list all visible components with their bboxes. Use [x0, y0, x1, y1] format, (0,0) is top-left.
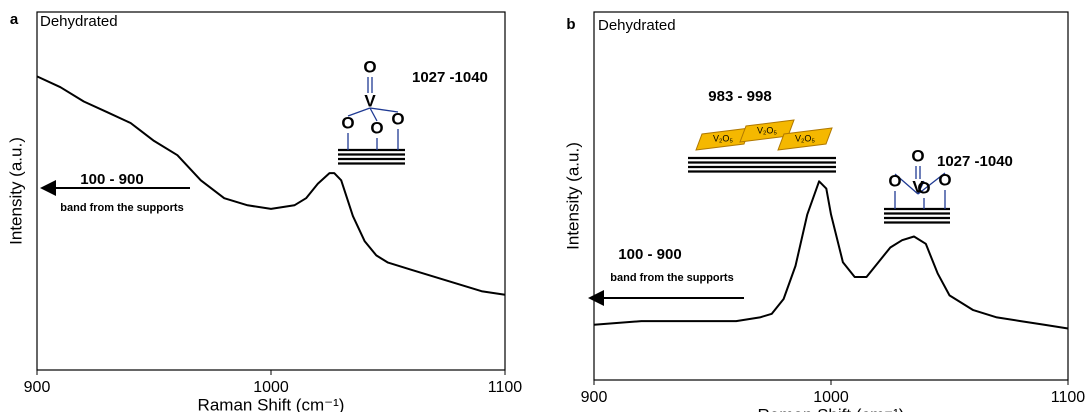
y-axis-label: Intensity (a.u.): [6, 137, 25, 245]
bond: [347, 107, 371, 117]
annotation: Dehydrated: [40, 13, 118, 30]
atom-label: O: [363, 57, 376, 76]
atom-label: O: [938, 170, 951, 189]
annotation: band from the supports: [60, 202, 183, 214]
x-tick-label: 1000: [813, 389, 849, 406]
spectrum-line: [36, 75, 506, 296]
atom-label: O: [911, 146, 924, 165]
crystal-label: V₂O₅: [795, 133, 815, 143]
x-axis-label: Raman Shift (cm⁻¹): [758, 405, 905, 412]
x-tick-label: 1000: [253, 379, 289, 396]
x-tick-label: 900: [24, 379, 51, 396]
annotation: 983 - 998: [708, 88, 771, 105]
bond: [894, 173, 919, 195]
annotation: 100 - 900: [80, 171, 143, 188]
annotation: Dehydrated: [598, 17, 676, 34]
atom-label: O: [370, 118, 383, 137]
annotation: band from the supports: [610, 272, 733, 284]
x-axis-label: Raman Shift (cm⁻¹): [198, 395, 345, 412]
crystal-label: V₂O₅: [713, 133, 733, 143]
atom-label: O: [888, 171, 901, 190]
plot-frame: [593, 11, 1069, 381]
bond: [369, 107, 399, 113]
crystal-block: [739, 119, 795, 143]
crystal-block: [777, 127, 833, 151]
crystal-label: V₂O₅: [757, 125, 777, 135]
annotation: 100 - 900: [618, 246, 681, 263]
panel-label: b: [566, 16, 575, 33]
x-tick-label: 900: [581, 389, 608, 406]
x-tick-label: 1100: [1051, 389, 1086, 406]
y-axis-label: Intensity (a.u.): [563, 142, 582, 250]
atom-label: O: [391, 109, 404, 128]
plot-frame: [36, 11, 506, 371]
bond: [917, 172, 946, 195]
spectrum-line: [593, 180, 1069, 330]
atom-label: V: [912, 177, 924, 196]
annotation: 1027 -1040: [937, 153, 1013, 170]
panel-label: a: [10, 11, 19, 28]
atom-label: V: [364, 91, 376, 110]
annotation: 1027 -1040: [412, 69, 488, 86]
atom-label: O: [917, 178, 930, 197]
atom-label: O: [341, 113, 354, 132]
bond: [917, 180, 925, 195]
bond: [369, 107, 378, 122]
x-tick-label: 1100: [488, 379, 523, 396]
